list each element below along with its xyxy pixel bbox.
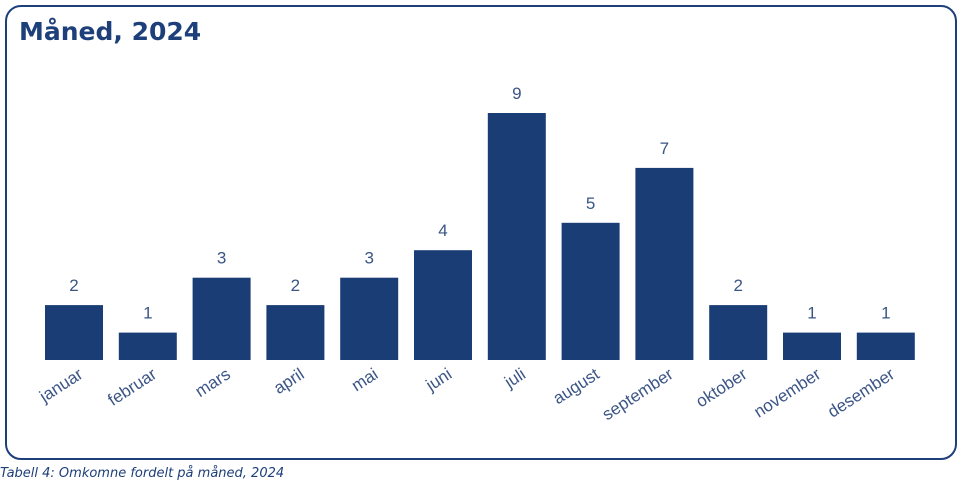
data-label-januar: 2	[69, 276, 78, 295]
chart-frame: Måned, 2024	[5, 5, 957, 460]
bar-desember	[856, 332, 915, 360]
data-label-september: 7	[660, 139, 669, 158]
tick-label-juni: juni	[422, 364, 455, 395]
chart-title: Måned, 2024	[19, 17, 202, 46]
data-label-april: 2	[291, 276, 300, 295]
table-caption: Tabell 4: Omkomne fordelt på måned, 2024	[0, 466, 285, 481]
tick-label-oktober: oktober	[692, 364, 750, 411]
data-label-mai: 3	[364, 249, 373, 268]
tick-label-juli: juli	[500, 364, 529, 392]
data-label-juli: 9	[512, 84, 521, 103]
tick-label-august: august	[550, 364, 603, 408]
data-label-juni: 4	[438, 221, 447, 240]
data-label-august: 5	[586, 194, 595, 213]
data-label-februar: 1	[143, 304, 152, 323]
bar-november	[783, 332, 841, 360]
data-label-november: 1	[807, 304, 816, 323]
bar-august	[561, 222, 620, 360]
tick-label-november: november	[750, 364, 824, 421]
bar-september	[635, 167, 694, 360]
tick-label-februar: februar	[104, 364, 160, 409]
tick-label-september: september	[599, 364, 677, 424]
tick-label-mars: mars	[192, 364, 234, 401]
bar-mars	[192, 277, 251, 360]
tick-label-januar: januar	[35, 364, 86, 406]
tick-label-mai: mai	[348, 364, 381, 395]
data-label-mars: 3	[217, 249, 226, 268]
tick-label-april: april	[270, 364, 307, 397]
bar-oktober	[709, 305, 768, 360]
bar-april	[266, 305, 325, 360]
bar-juli	[487, 113, 546, 360]
bar-juni	[414, 250, 472, 360]
bar-februar	[118, 332, 177, 360]
data-label-oktober: 2	[733, 276, 742, 295]
data-label-desember: 1	[881, 304, 890, 323]
bar-mai	[340, 277, 399, 360]
tick-label-desember: desember	[824, 364, 898, 421]
bar-januar	[45, 305, 103, 360]
